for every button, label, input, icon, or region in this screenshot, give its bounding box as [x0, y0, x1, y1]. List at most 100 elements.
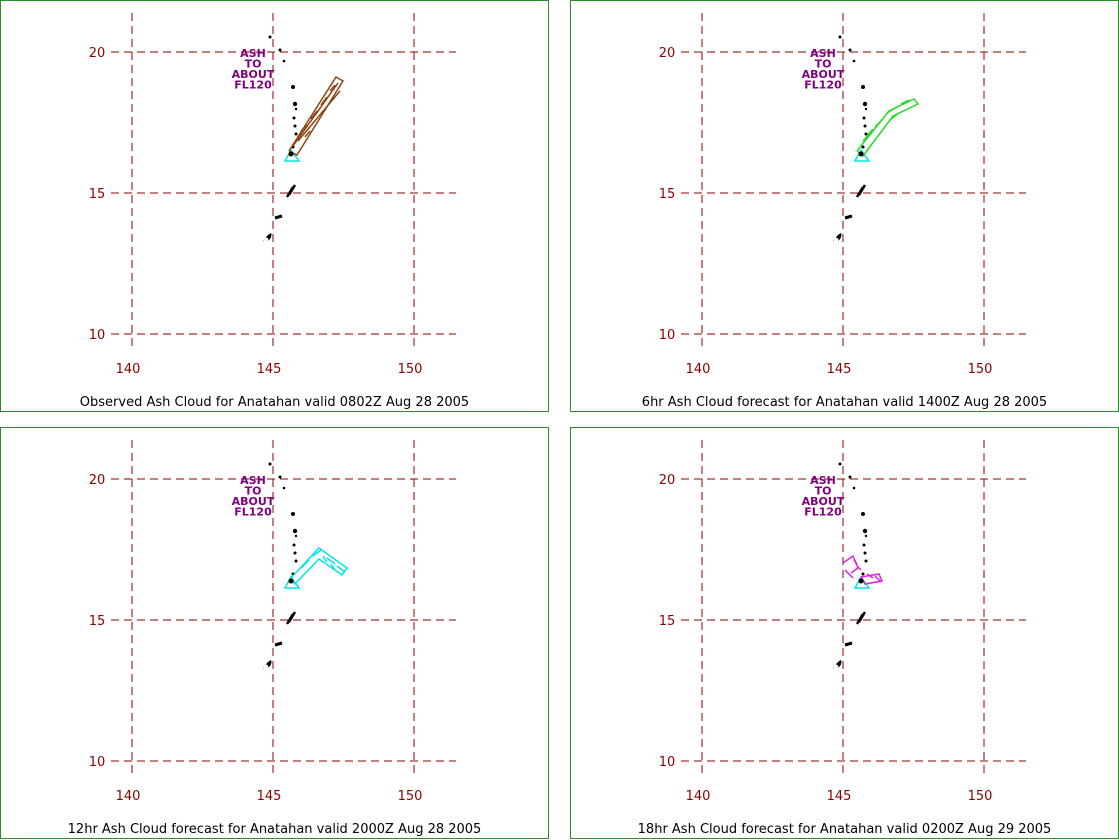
- island: [863, 551, 867, 555]
- ash-cloud-segment: [322, 555, 328, 563]
- island: [844, 641, 853, 647]
- map-panel-12hr: 140 145 150 20 15 10 ASH TO ABOUT FL120 12hr Ash …: [0, 427, 549, 839]
- ash-cloud-segment: [300, 559, 310, 569]
- longitude-label: 140: [116, 789, 141, 804]
- ash-height-annotation: FL120: [234, 79, 272, 92]
- island-guam-lagoon: [263, 237, 269, 243]
- ash-cloud-segment: [310, 110, 318, 120]
- volcano-icon: [853, 148, 871, 162]
- ash-cloud-segment: [315, 106, 322, 115]
- volcano-point: [858, 151, 864, 157]
- island: [864, 559, 868, 563]
- volcano-point: [288, 578, 294, 584]
- island: [268, 35, 272, 39]
- latitude-label: 10: [659, 328, 676, 343]
- island: [852, 486, 856, 490]
- latitude-label: 20: [89, 473, 106, 488]
- island: [278, 475, 282, 479]
- island: [861, 85, 865, 89]
- island: [292, 528, 298, 534]
- island: [864, 107, 868, 111]
- ash-cloud-segment: [900, 99, 910, 105]
- panel-caption: 6hr Ash Cloud forecast for Anatahan vali…: [641, 395, 1048, 410]
- volcano-icon: [283, 148, 301, 162]
- ash-height-annotation: FL120: [804, 506, 842, 519]
- ash-cloud-segment: [874, 118, 884, 128]
- island: [864, 132, 868, 136]
- ash-cloud-segment: [874, 575, 882, 583]
- ash-cloud-segment: [304, 130, 311, 138]
- island: [852, 59, 856, 63]
- island: [863, 124, 867, 128]
- island: [864, 534, 868, 538]
- island: [862, 543, 866, 547]
- island-guam-lagoon: [263, 664, 269, 670]
- ash-height-annotation: ABOUT: [802, 495, 845, 508]
- latitude-label: 20: [89, 46, 106, 61]
- island-guam-lagoon: [833, 237, 839, 243]
- ash-cloud-segment: [312, 549, 322, 557]
- ash-cloud-outline: [856, 98, 920, 158]
- ash-height-annotation: ASH: [240, 47, 266, 60]
- volcano-point: [288, 151, 294, 157]
- ash-cloud-segment: [329, 84, 336, 92]
- ash-height-annotation: FL120: [234, 506, 272, 519]
- longitude-label: 150: [968, 362, 993, 377]
- latitude-label: 15: [89, 187, 106, 202]
- island: [282, 486, 286, 490]
- island: [861, 512, 865, 516]
- longitude-label: 150: [398, 362, 423, 377]
- longitude-label: 145: [257, 789, 282, 804]
- ash-height-annotation: ABOUT: [802, 68, 845, 81]
- ash-cloud-segment: [292, 82, 339, 147]
- longitude-label: 140: [686, 789, 711, 804]
- ash-cloud-segment: [288, 547, 349, 585]
- ash-height-annotation: FL120: [804, 79, 842, 92]
- latitude-label: 15: [659, 187, 676, 202]
- island: [291, 85, 295, 89]
- panel-caption: 18hr Ash Cloud forecast for Anatahan val…: [637, 822, 1052, 837]
- map-panel-18hr: 140 145 150 20 15 10 ASH TO ABOUT FL120 18hr Ash …: [570, 427, 1119, 839]
- ash-height-annotation: TO: [245, 485, 262, 498]
- latitude-label: 10: [659, 755, 676, 770]
- volcano-point: [858, 578, 864, 584]
- ash-cloud-segment: [860, 573, 884, 585]
- latitude-label: 20: [659, 473, 676, 488]
- ash-cloud-segment: [890, 112, 900, 120]
- island: [292, 101, 298, 107]
- island: [861, 145, 865, 149]
- latitude-label: 10: [89, 328, 106, 343]
- ash-height-annotation: TO: [245, 58, 262, 71]
- island: [844, 214, 853, 220]
- ash-cloud-segment: [326, 557, 336, 565]
- ash-height-annotation: TO: [815, 58, 832, 71]
- ash-cloud-segment: [866, 128, 874, 137]
- latitude-label: 20: [659, 46, 676, 61]
- volcano-icon: [283, 575, 301, 589]
- island: [862, 101, 868, 107]
- ash-cloud-segment: [297, 90, 341, 142]
- ash-height-annotation: ASH: [810, 47, 836, 60]
- ash-cloud-segment: [336, 565, 346, 573]
- ash-height-annotation: ASH: [810, 474, 836, 487]
- longitude-label: 140: [686, 362, 711, 377]
- island-guam-area: [855, 611, 867, 625]
- map-panel-6hr: 140 145 150 20 15 10 ASH TO ABOUT FL120 6hr Ash C…: [570, 0, 1119, 412]
- island: [292, 543, 296, 547]
- ash-cloud-segment: [856, 565, 862, 571]
- island-guam-area: [285, 611, 297, 625]
- map-panel-observed: 140 145 150 20 15 10 ASH TO ABOUT FL120 Observed …: [0, 0, 549, 412]
- island: [294, 559, 298, 563]
- latitude-label: 10: [89, 755, 106, 770]
- island: [292, 116, 296, 120]
- island: [293, 124, 297, 128]
- latitude-label: 15: [89, 614, 106, 629]
- ash-height-annotation: TO: [815, 485, 832, 498]
- ash-cloud-outline: [288, 547, 349, 585]
- ash-cloud-outline: [288, 75, 345, 156]
- island: [861, 572, 865, 576]
- panel-caption: 12hr Ash Cloud forecast for Anatahan val…: [67, 822, 482, 837]
- ash-height-annotation: ABOUT: [232, 68, 275, 81]
